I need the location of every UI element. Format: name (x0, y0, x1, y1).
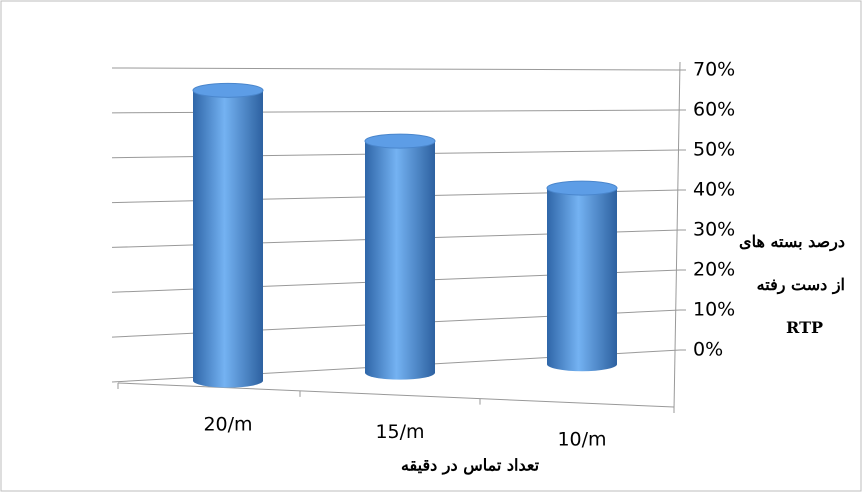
y-tick-label: 30% (693, 219, 735, 241)
x-tick-label: 10/m (557, 429, 606, 451)
x-tick-label: 20/m (203, 414, 252, 436)
axis-line (673, 61, 681, 411)
x-axis-title: تعداد تماس در دقیقه (401, 456, 540, 476)
bar-top (364, 133, 436, 149)
y-tick-label: 70% (693, 59, 735, 81)
axis-line (117, 382, 675, 408)
bar-top (546, 180, 618, 196)
bar (193, 90, 263, 388)
x-tick-label: 15/m (375, 421, 424, 443)
bar (547, 188, 617, 372)
y-tick-label: 60% (693, 99, 735, 121)
y-tick-label: 40% (693, 179, 735, 201)
bar-top (192, 82, 264, 98)
y-tick-label: 50% (693, 139, 735, 161)
y-axis-title: درصد بسته های (739, 232, 845, 251)
y-tick-label: 20% (693, 259, 735, 281)
y-tick-label: 0% (693, 339, 723, 361)
bar (365, 141, 435, 380)
grid-line (111, 67, 681, 71)
y-axis-title: RTP (786, 318, 823, 337)
y-tick-label: 10% (693, 299, 735, 321)
y-axis-title: از دست رفته (756, 275, 845, 294)
